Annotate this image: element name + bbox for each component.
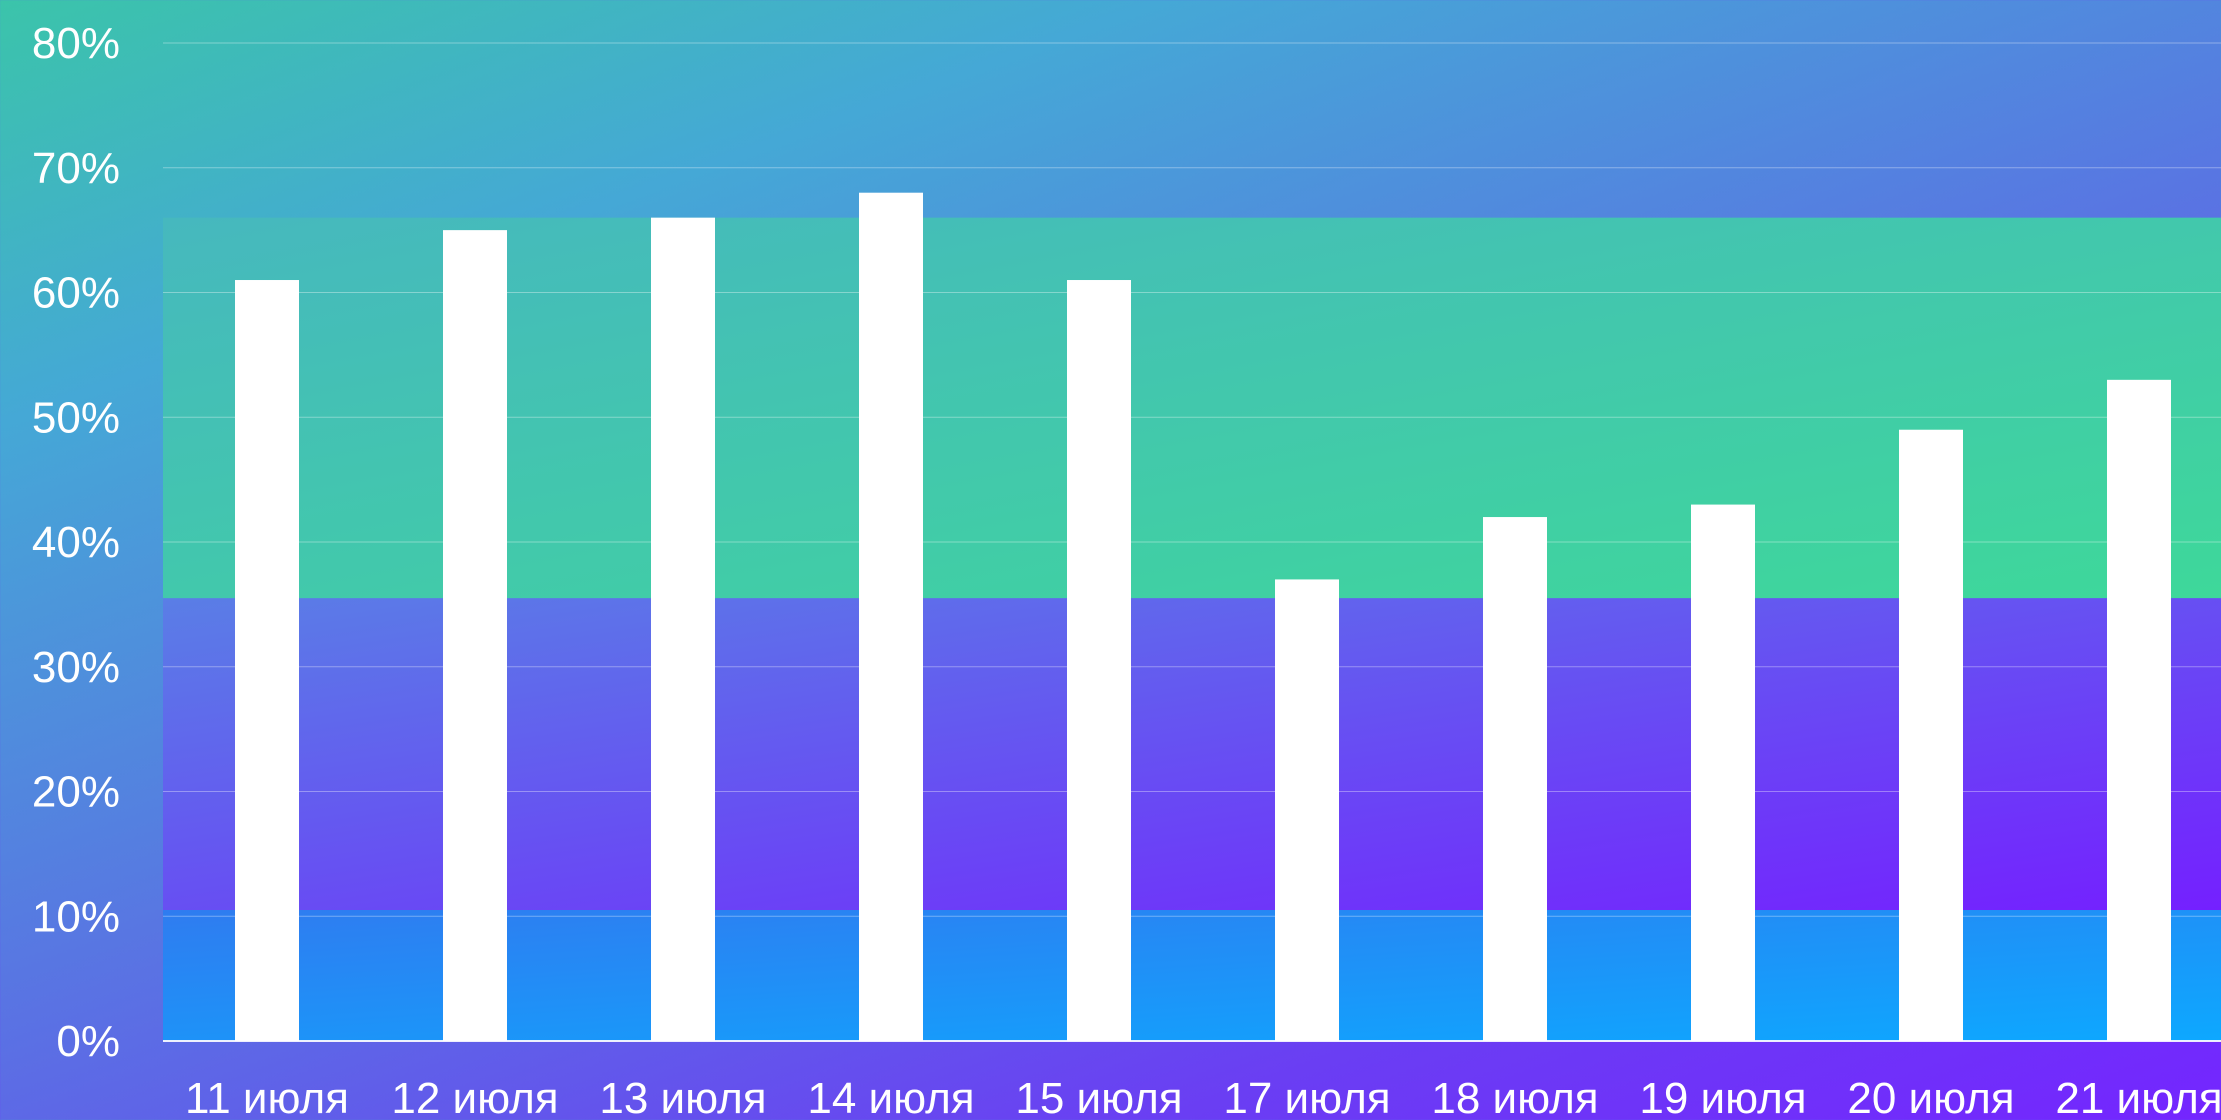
y-tick-label: 50% (32, 393, 120, 442)
bar (2107, 379, 2171, 1041)
bar (1483, 517, 1547, 1041)
bars (235, 192, 2171, 1042)
y-tick-label: 20% (32, 768, 120, 817)
x-tick-label: 13 июля (599, 1074, 766, 1120)
bar (651, 217, 715, 1041)
x-axis-labels: 11 июля 12 июля 13 июля 14 июля 15 июля 17 ию… (185, 1074, 2221, 1120)
bar (1899, 429, 1963, 1042)
x-tick-label: 12 июля (391, 1074, 558, 1120)
y-tick-label: 30% (32, 643, 120, 692)
bar (1691, 504, 1755, 1041)
y-tick-label: 10% (32, 892, 120, 941)
y-tick-label: 70% (32, 144, 120, 193)
bar (235, 280, 299, 1041)
x-tick-label: 19 июля (1639, 1074, 1806, 1120)
bar (1067, 280, 1131, 1041)
y-axis-labels: 0% 10% 20% 30% 40% 50% 60% 70% 80% (32, 19, 120, 1066)
y-tick-label: 40% (32, 518, 120, 567)
x-tick-label: 18 июля (1431, 1074, 1598, 1120)
bar (1275, 579, 1339, 1041)
x-tick-label: 20 июля (1847, 1074, 2014, 1120)
y-tick-label: 80% (32, 19, 120, 68)
bar (443, 230, 507, 1041)
y-tick-label: 60% (32, 269, 120, 318)
x-tick-label: 17 июля (1223, 1074, 1390, 1120)
y-tick-label: 0% (56, 1017, 120, 1066)
x-tick-label: 11 июля (185, 1074, 349, 1120)
bar (859, 192, 923, 1041)
x-tick-label: 14 июля (807, 1074, 974, 1120)
x-tick-label: 15 июля (1015, 1074, 1182, 1120)
x-tick-label: 21 июля (2055, 1074, 2221, 1120)
